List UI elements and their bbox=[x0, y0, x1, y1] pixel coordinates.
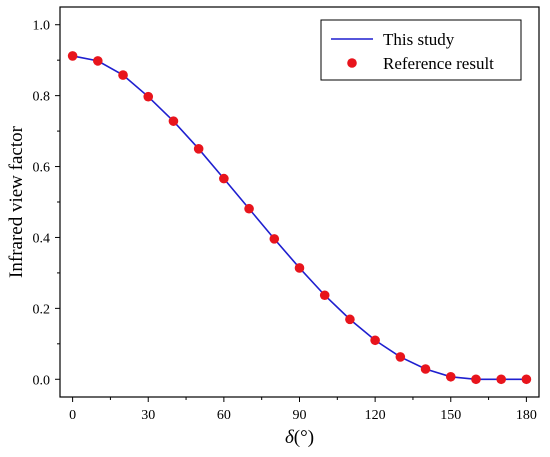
data-point-reference-result bbox=[168, 116, 179, 126]
y-tick-label: 0.8 bbox=[33, 90, 51, 105]
x-tick-label: 30 bbox=[141, 408, 155, 423]
y-tick-label: 0.0 bbox=[33, 373, 51, 388]
data-point-reference-result bbox=[420, 364, 431, 374]
x-tick-label: 120 bbox=[365, 408, 386, 423]
data-point-reference-result bbox=[370, 335, 380, 346]
data-point-reference-result bbox=[345, 314, 355, 325]
data-point-reference-result bbox=[445, 371, 456, 382]
x-tick-label: 0 bbox=[69, 408, 76, 423]
data-point-reference-result bbox=[193, 144, 204, 154]
y-tick-label: 0.2 bbox=[33, 302, 51, 317]
legend-marker-swatch bbox=[347, 58, 357, 68]
data-point-reference-result bbox=[143, 91, 154, 102]
legend-label-this-study: This study bbox=[383, 30, 455, 49]
x-axis-unit: (°) bbox=[294, 427, 314, 448]
data-point-reference-result bbox=[269, 234, 280, 244]
data-point-reference-result bbox=[395, 352, 406, 362]
data-point-reference-result bbox=[118, 70, 128, 80]
data-point-reference-result bbox=[219, 173, 229, 184]
x-axis-symbol: δ bbox=[285, 427, 295, 448]
x-tick-label: 150 bbox=[440, 408, 461, 423]
data-point-reference-result bbox=[471, 374, 481, 385]
y-tick-label: 0.4 bbox=[33, 231, 51, 246]
data-point-reference-result bbox=[294, 263, 305, 273]
data-point-reference-result bbox=[67, 51, 78, 61]
legend-box bbox=[320, 19, 522, 81]
data-point-reference-result bbox=[93, 56, 103, 66]
y-tick-label: 1.0 bbox=[33, 19, 51, 34]
x-axis-label: δ(°) bbox=[285, 427, 314, 448]
x-tick-label: 60 bbox=[217, 408, 231, 423]
x-tick-label: 180 bbox=[516, 408, 537, 423]
data-point-reference-result bbox=[244, 203, 254, 214]
data-point-reference-result bbox=[319, 290, 330, 301]
legend-label-reference-result: Reference result bbox=[383, 54, 494, 73]
data-point-reference-result bbox=[496, 374, 506, 385]
x-tick-label: 90 bbox=[293, 408, 307, 423]
y-axis-label: Infrared view factor bbox=[6, 125, 27, 278]
y-tick-label: 0.6 bbox=[33, 161, 51, 176]
series-line-this-study bbox=[72, 55, 527, 381]
data-point-reference-result bbox=[521, 374, 532, 385]
